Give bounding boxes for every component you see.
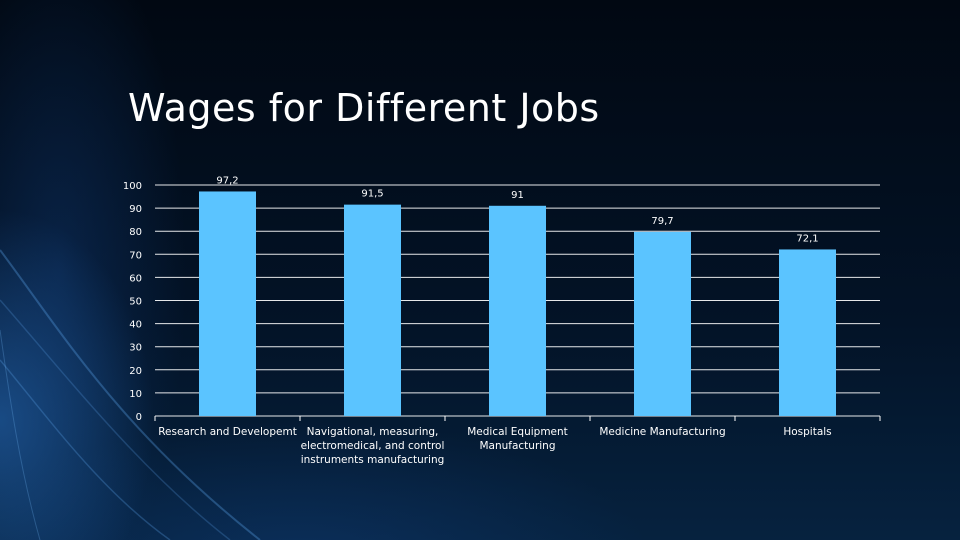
data-label: 91,5 (361, 189, 383, 200)
y-tick-label: 100 (123, 181, 142, 192)
x-category-label: Hospitals (783, 426, 831, 438)
y-tick-label: 70 (129, 250, 142, 261)
bar (199, 191, 256, 416)
y-tick-label: 40 (129, 320, 142, 331)
y-tick-label: 30 (129, 343, 142, 354)
bar (779, 249, 836, 416)
x-category-label: Medicine Manufacturing (599, 426, 725, 438)
x-category-label: Navigational, measuring, electromedical, … (301, 426, 445, 466)
bar (344, 204, 401, 416)
x-category-label: Medical Equipment Manufacturing (467, 426, 568, 452)
data-label: 72,1 (796, 233, 818, 244)
y-tick-label: 20 (129, 366, 142, 377)
bar (634, 231, 691, 416)
y-tick-label: 10 (129, 389, 142, 400)
y-tick-label: 60 (129, 273, 142, 284)
bar (489, 205, 546, 416)
y-tick-label: 80 (129, 227, 142, 238)
y-tick-label: 50 (129, 297, 142, 308)
y-tick-label: 0 (136, 412, 142, 423)
slide-title: Wages for Different Jobs (128, 86, 600, 130)
data-label: 91 (511, 190, 524, 201)
x-category-label: Research and Developemt (158, 426, 297, 438)
data-label: 97,2 (216, 175, 238, 186)
data-label: 79,7 (651, 216, 673, 227)
y-tick-label: 90 (129, 204, 142, 215)
